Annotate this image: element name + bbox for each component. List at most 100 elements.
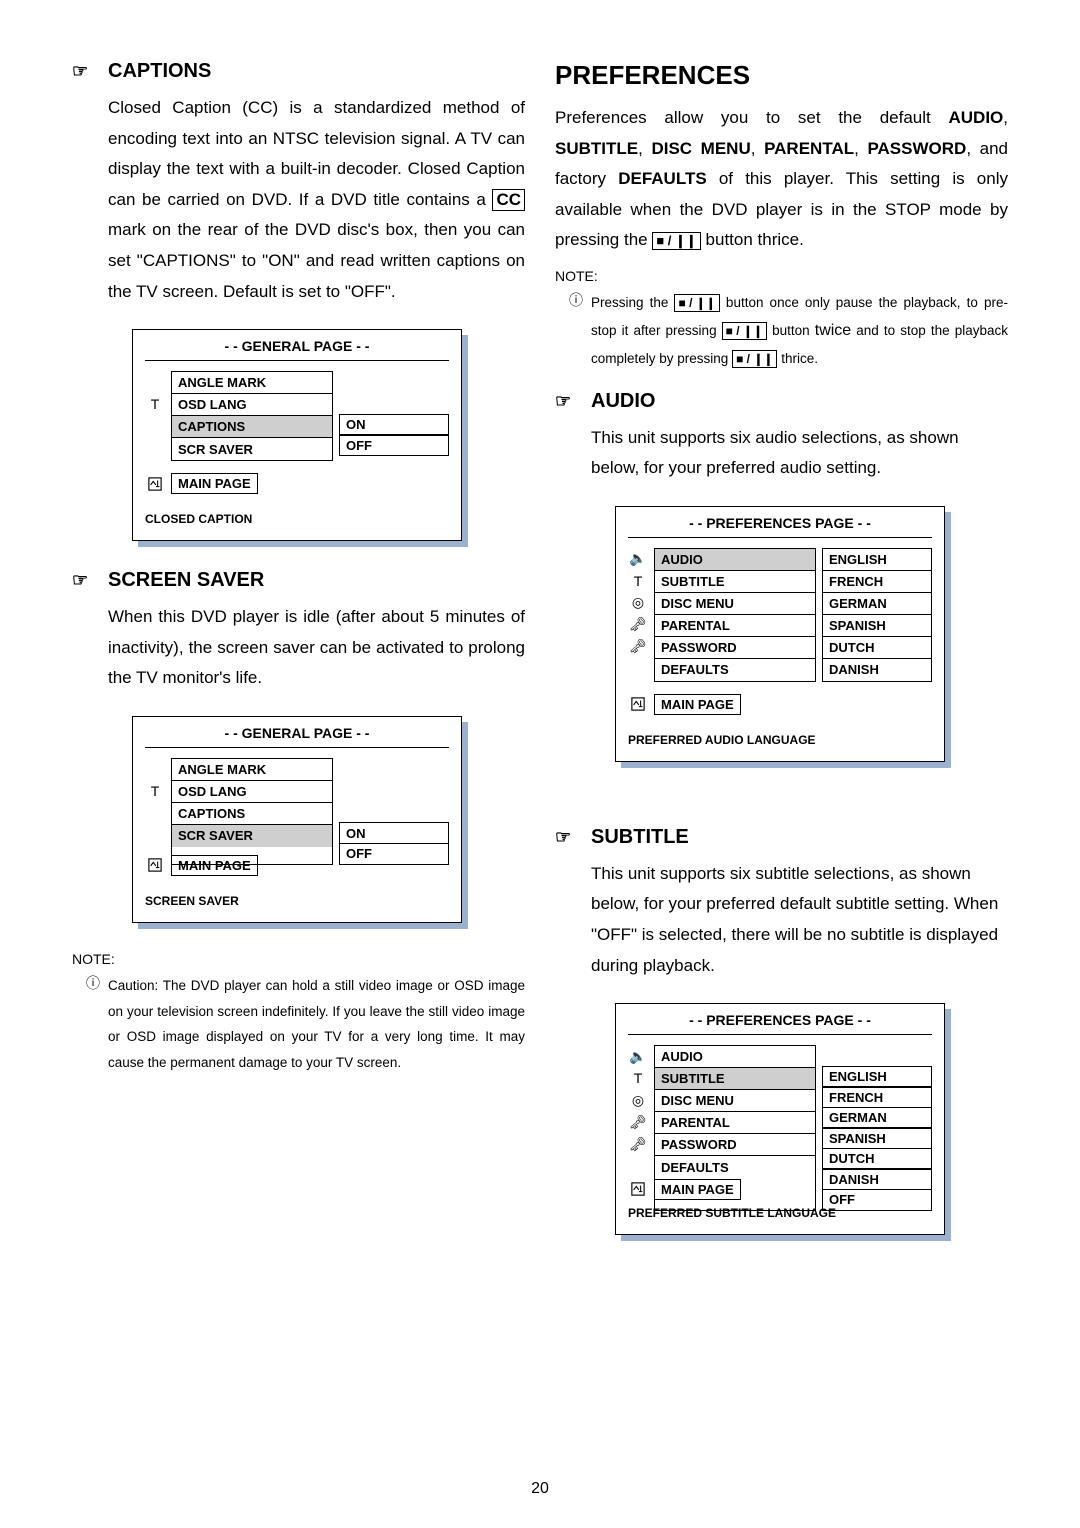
menu-item-selected[interactable]: SCR SAVER [172, 825, 332, 847]
menu-item[interactable]: PASSWORD [655, 1134, 815, 1156]
disc-icon: ◎ [628, 592, 648, 614]
key-icon: 🗝 [628, 614, 648, 636]
captions-title: CAPTIONS [108, 60, 211, 83]
screensaver-body: When this DVD player is idle (after abou… [108, 602, 525, 694]
key-icon: 🗝 [628, 636, 648, 658]
key-icon: 🗝 [628, 1111, 648, 1133]
menu-option[interactable]: DANISH [823, 659, 931, 681]
text-icon: T [145, 780, 165, 802]
audio-body: This unit supports six audio selections,… [591, 423, 1008, 484]
text-icon: T [628, 570, 648, 592]
menu-list: ANGLE MARK OSD LANG CAPTIONS SCR SAVER [171, 758, 333, 865]
menu-item-selected[interactable]: CAPTIONS [172, 416, 332, 438]
menu-option[interactable]: GERMAN [822, 1107, 932, 1129]
menu-item[interactable]: SUBTITLE [655, 571, 815, 593]
menu-icons: T [145, 371, 165, 461]
preferences-body: Preferences allow you to set the default… [555, 103, 1008, 256]
home-icon [145, 474, 165, 494]
menu-item[interactable]: OSD LANG [172, 781, 332, 803]
menu-title: - - PREFERENCES PAGE - - [628, 1012, 932, 1035]
captions-body: Closed Caption (CC) is a standardized me… [108, 93, 525, 307]
menu-item[interactable]: DEFAULTS [655, 659, 815, 681]
menu-option[interactable]: DUTCH [822, 1148, 932, 1170]
menu-item[interactable]: DEFAULTS [655, 1156, 815, 1178]
menu-option[interactable]: ON [339, 822, 449, 844]
menu-option[interactable]: DUTCH [823, 637, 931, 659]
screensaver-title: SCREEN SAVER [108, 569, 264, 592]
subtitle-body: This unit supports six subtitle selectio… [591, 859, 1008, 981]
menu-option[interactable]: FRENCH [822, 1086, 932, 1108]
subtitle-title: SUBTITLE [591, 826, 689, 849]
menu-item[interactable]: AUDIO [655, 1046, 815, 1068]
preferences-menu-subtitle: - - PREFERENCES PAGE - - 🔈 T ◎ 🗝 🗝 AUDIO… [615, 1003, 945, 1235]
pointer-icon: ☞ [555, 391, 577, 412]
home-icon [628, 694, 648, 714]
stop-pause-button-icon: ■ / ❙❙ [722, 322, 767, 340]
menu-item[interactable]: PARENTAL [655, 615, 815, 637]
main-page-button[interactable]: MAIN PAGE [654, 1179, 741, 1200]
text-icon: T [145, 393, 165, 415]
menu-options: ENGLISH FRENCH GERMAN SPANISH DUTCH DANI… [822, 548, 932, 682]
menu-option[interactable]: OFF [339, 434, 449, 456]
menu-item[interactable]: ANGLE MARK [172, 372, 332, 394]
subtitle-heading: ☞ SUBTITLE [555, 826, 1008, 849]
menu-item-selected[interactable]: SUBTITLE [655, 1068, 815, 1090]
menu-list: ANGLE MARK OSD LANG CAPTIONS SCR SAVER [171, 371, 333, 461]
captions-body-post: mark on the rear of the DVD disc's box, … [108, 220, 525, 300]
text-icon: T [628, 1067, 648, 1089]
menu-option[interactable]: GERMAN [823, 593, 931, 615]
menu-option[interactable]: FRENCH [823, 571, 931, 593]
menu-option[interactable]: SPANISH [822, 1127, 932, 1149]
audio-heading: ☞ AUDIO [555, 390, 1008, 413]
menu-options: ON OFF [339, 371, 449, 461]
home-icon [145, 855, 165, 875]
preferences-heading: PREFERENCES [555, 60, 1008, 91]
main-page-button[interactable]: MAIN PAGE [654, 694, 741, 715]
main-page-button[interactable]: MAIN PAGE [171, 473, 258, 494]
right-column: PREFERENCES Preferences allow you to set… [555, 60, 1008, 1263]
stop-pause-button-icon: ■ / ❙❙ [674, 294, 719, 312]
menu-item[interactable]: ANGLE MARK [172, 759, 332, 781]
screensaver-heading: ☞ SCREEN SAVER [72, 569, 525, 592]
menu-icons: T [145, 758, 165, 865]
note-text: Caution: The DVD player can hold a still… [108, 973, 525, 1076]
menu-option[interactable]: ENGLISH [822, 1066, 932, 1088]
info-icon: ⓘ [86, 973, 100, 1076]
menu-option[interactable]: OFF [822, 1189, 932, 1211]
menu-item[interactable]: SCR SAVER [172, 438, 332, 460]
key-icon: 🗝 [628, 1133, 648, 1155]
pointer-icon: ☞ [72, 61, 94, 82]
menu-title: - - GENERAL PAGE - - [145, 338, 449, 361]
note-label: NOTE: [72, 951, 525, 967]
menu-option[interactable]: DANISH [822, 1168, 932, 1190]
stop-pause-button-icon: ■ / ❙❙ [652, 232, 700, 250]
menu-title: - - GENERAL PAGE - - [145, 725, 449, 748]
menu-option[interactable]: OFF [339, 843, 449, 865]
note-text: Pressing the ■ / ❙❙ button once only pau… [591, 290, 1008, 372]
menu-item[interactable]: PASSWORD [655, 637, 815, 659]
cc-mark: CC [492, 189, 525, 211]
menu-item[interactable]: PARENTAL [655, 1112, 815, 1134]
captions-heading: ☞ CAPTIONS [72, 60, 525, 83]
general-menu-captions: - - GENERAL PAGE - - T ANGLE MARK OSD LA… [132, 329, 462, 541]
menu-option[interactable]: ENGLISH [823, 549, 931, 571]
menu-item[interactable]: DISC MENU [655, 1090, 815, 1112]
left-column: ☞ CAPTIONS Closed Caption (CC) is a stan… [72, 60, 525, 1263]
menu-list: AUDIO SUBTITLE DISC MENU PARENTAL PASSWO… [654, 548, 816, 682]
pointer-icon: ☞ [72, 570, 94, 591]
menu-options: ENGLISH FRENCH GERMAN SPANISH DUTCH DANI… [822, 1045, 932, 1211]
note-label: NOTE: [555, 268, 1008, 284]
menu-title: - - PREFERENCES PAGE - - [628, 515, 932, 538]
menu-item[interactable]: DISC MENU [655, 593, 815, 615]
info-icon: ⓘ [569, 290, 583, 372]
menu-item[interactable]: OSD LANG [172, 394, 332, 416]
menu-item-selected[interactable]: AUDIO [655, 549, 815, 571]
menu-option[interactable]: ON [339, 414, 449, 436]
captions-body-pre: Closed Caption (CC) is a standardized me… [108, 98, 525, 209]
menu-item[interactable]: CAPTIONS [172, 803, 332, 825]
speaker-icon: 🔈 [628, 1045, 648, 1067]
menu-option[interactable]: SPANISH [823, 615, 931, 637]
main-page-button[interactable]: MAIN PAGE [171, 855, 258, 876]
menu-footer: CLOSED CAPTION [145, 512, 449, 526]
home-icon [628, 1179, 648, 1199]
